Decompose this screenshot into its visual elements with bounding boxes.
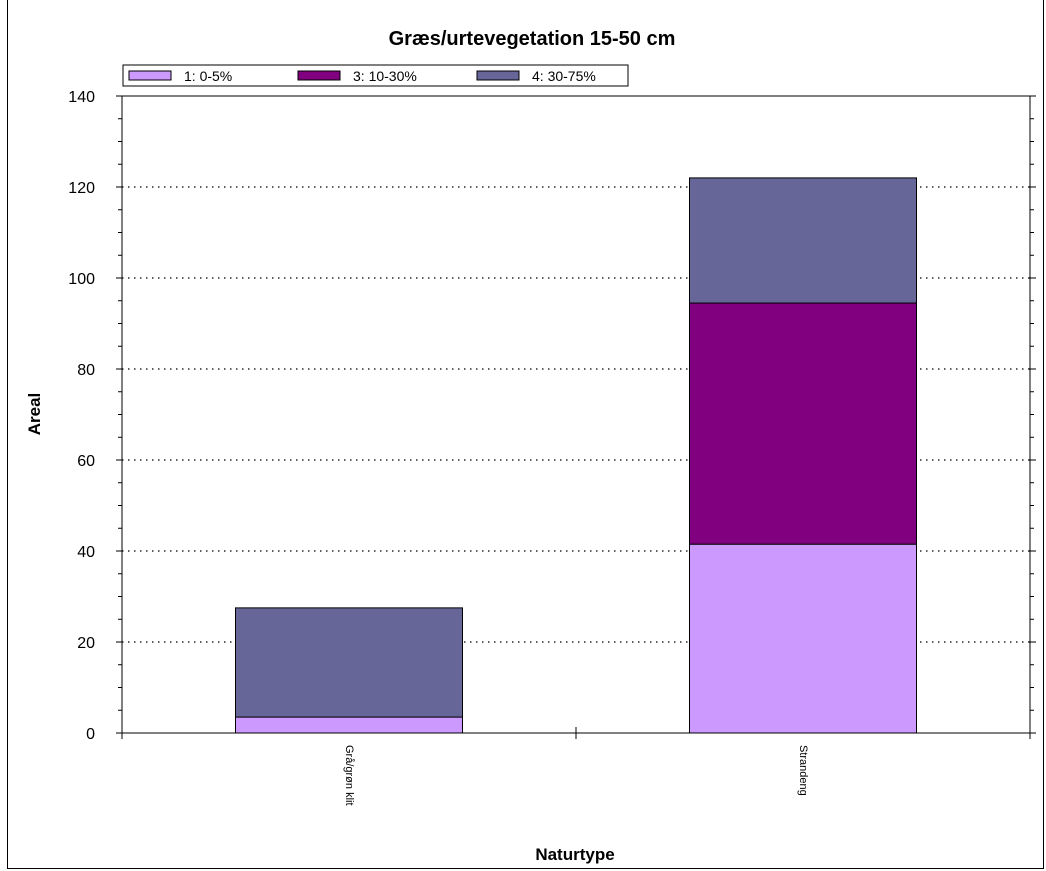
x-tick-label: Strandeng (797, 745, 809, 796)
y-tick-label: 120 (68, 180, 95, 197)
y-tick-label: 100 (68, 271, 95, 288)
y-tick-label: 140 (68, 89, 95, 106)
y-tick-label: 60 (77, 453, 95, 470)
chart-title: Græs/urtevegetation 15-50 cm (389, 28, 676, 50)
x-tick-label: Grå/grøn klit (343, 745, 355, 806)
bar-segment (690, 178, 917, 303)
legend-label: 1: 0-5% (184, 68, 232, 84)
bar-segment (236, 608, 463, 717)
legend-label: 3: 10-30% (353, 68, 417, 84)
legend-swatch (477, 71, 519, 80)
y-tick-label: 80 (77, 362, 95, 379)
x-ticks: Grå/grøn klit Strandeng (122, 727, 1030, 806)
legend-swatch (129, 71, 171, 80)
legend-label: 4: 30-75% (532, 68, 596, 84)
legend-swatch (298, 71, 340, 80)
x-axis-title: Naturtype (535, 845, 614, 864)
bar-segment (690, 303, 917, 544)
y-tick-label: 40 (77, 544, 95, 561)
bar-segment (236, 717, 463, 733)
bar-segment (690, 544, 917, 733)
y-tick-label: 20 (77, 635, 95, 652)
y-axis-title: Areal (25, 393, 44, 436)
bars (236, 178, 917, 733)
legend: 1: 0-5% 3: 10-30% 4: 30-75% (123, 65, 628, 86)
y-tick-label: 0 (86, 726, 95, 743)
